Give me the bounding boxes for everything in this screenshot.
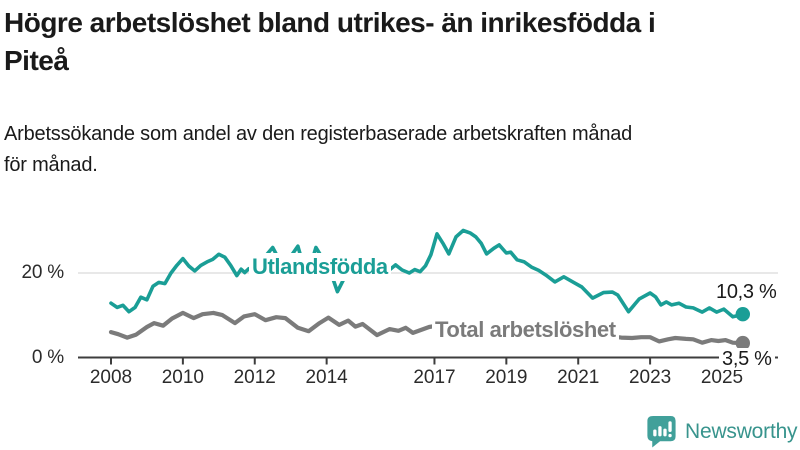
newsworthy-logo[interactable]: Newsworthy	[644, 414, 798, 449]
x-axis-tick-label: 2025	[700, 367, 744, 388]
x-axis-tick-label: 2014	[305, 367, 348, 388]
page-title: Högre arbetslöshet bland utrikes- än inr…	[4, 4, 796, 80]
header: Högre arbetslöshet bland utrikes- än inr…	[4, 4, 796, 80]
x-axis-tick-label: 2012	[233, 367, 276, 388]
x-axis-tick-label: 2021	[557, 367, 600, 388]
y-axis-tick-label: 0 %	[31, 347, 64, 368]
x-axis-tick-label: 2008	[89, 367, 133, 388]
page-title-line1: Högre arbetslöshet bland utrikes- än inr…	[4, 7, 656, 38]
x-axis-tick-label: 2010	[161, 367, 205, 388]
x-axis-tick-label: 2023	[628, 367, 672, 388]
chart-subtitle-line1: Arbetssökande som andel av den registerb…	[4, 123, 633, 145]
chart-subtitle-line2: för månad.	[4, 154, 98, 176]
newsworthy-logo-text: Newsworthy	[685, 419, 798, 443]
x-axis-tick-label: 2017	[413, 367, 456, 388]
end-value-utlandsfodda: 10,3 %	[716, 281, 777, 303]
chart-subtitle: Arbetssökande som andel av den registerb…	[4, 119, 632, 181]
page-title-line2: Piteå	[4, 45, 69, 76]
series-label-total-arbetsloshet: Total arbetslöshet	[432, 316, 619, 344]
end-value-total-arbetsloshet: 3,5 %	[719, 348, 775, 370]
series-label-utlandsfodda: Utlandsfödda	[249, 253, 391, 281]
newsworthy-chart-bubble-icon	[644, 414, 678, 449]
y-axis-tick-label: 20 %	[21, 262, 64, 283]
x-axis-tick-label: 2019	[485, 367, 528, 388]
